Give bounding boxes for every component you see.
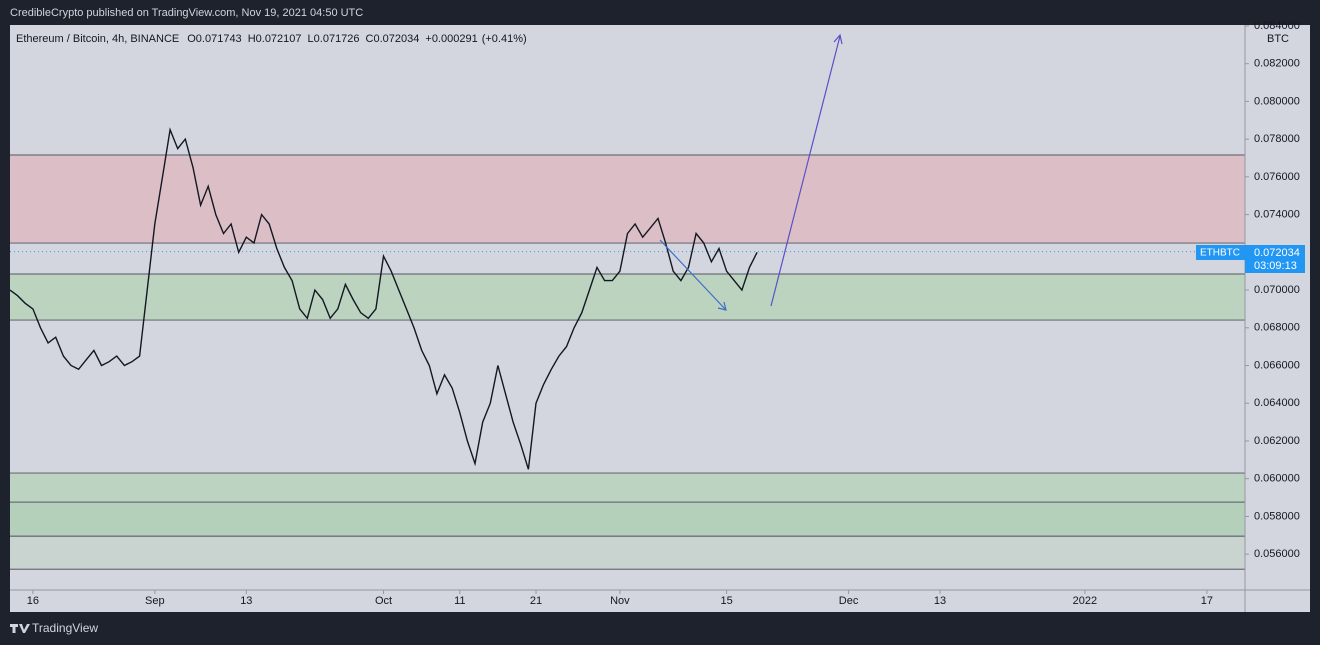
legend-change-pct: (+0.41%) bbox=[482, 33, 527, 45]
arrow bbox=[770, 35, 841, 307]
x-tick-label: 15 bbox=[720, 595, 732, 607]
legend-o: O bbox=[187, 33, 196, 45]
legend-high: 0.072107 bbox=[256, 33, 302, 45]
y-tick-label: 0.076000 bbox=[1254, 171, 1300, 183]
zone bbox=[10, 536, 1245, 570]
ticker: ETHBTC bbox=[1200, 248, 1240, 259]
brand: TradingView bbox=[32, 621, 98, 635]
price-tag bbox=[1245, 245, 1305, 273]
zone bbox=[10, 502, 1245, 537]
x-tick-label: 21 bbox=[530, 595, 542, 607]
legend-low: 0.071726 bbox=[314, 33, 360, 45]
y-tick-label: 0.062000 bbox=[1254, 435, 1300, 447]
y-tick-label: 0.068000 bbox=[1254, 322, 1300, 334]
arrow-head bbox=[717, 301, 727, 311]
x-tick-label: Sep bbox=[145, 595, 165, 607]
y-tick-label: 0.060000 bbox=[1254, 473, 1300, 485]
y-tick-label: 0.070000 bbox=[1254, 284, 1300, 296]
y-tick-label: 0.082000 bbox=[1254, 58, 1300, 70]
header: CredibleCrypto published on TradingView.… bbox=[10, 7, 363, 19]
y-tick-label: 0.056000 bbox=[1254, 548, 1300, 560]
arrow-head bbox=[833, 33, 843, 45]
x-tick-label: 13 bbox=[934, 595, 946, 607]
x-tick-label: Nov bbox=[610, 595, 630, 607]
zone bbox=[10, 154, 1245, 244]
y-tick-label: 0.074000 bbox=[1254, 208, 1300, 220]
legend-c: C bbox=[366, 33, 374, 45]
y-tick-label: 0.058000 bbox=[1254, 510, 1300, 522]
x-tick-label: Dec bbox=[839, 595, 859, 607]
x-tick-label: 2022 bbox=[1073, 595, 1097, 607]
legend-symbol: Ethereum / Bitcoin, 4h, BINANCE bbox=[16, 33, 179, 45]
legend-open: 0.071743 bbox=[196, 33, 242, 45]
x-tick-label: 11 bbox=[454, 595, 465, 607]
legend-h: H bbox=[248, 33, 256, 45]
price-line bbox=[9, 127, 758, 470]
logo-icon bbox=[10, 624, 30, 633]
logo: TradingView bbox=[10, 621, 98, 635]
legend-change: +0.000291 bbox=[425, 33, 477, 45]
legend-l: L bbox=[308, 33, 314, 45]
price-tag-label: 0.072034 bbox=[1254, 247, 1300, 259]
y-tick-label: 0.078000 bbox=[1254, 133, 1300, 145]
x-tick-label: 16 bbox=[27, 595, 39, 607]
legend-close: 0.072034 bbox=[374, 33, 420, 45]
zone bbox=[10, 274, 1245, 321]
y-tick-label: 0.066000 bbox=[1254, 359, 1300, 371]
plot bbox=[9, 33, 1245, 570]
arrow bbox=[659, 239, 727, 311]
unit: BTC bbox=[1267, 33, 1289, 45]
x-tick-label: 13 bbox=[240, 595, 252, 607]
ticker-tag bbox=[1196, 245, 1245, 260]
zone bbox=[10, 473, 1245, 503]
x-tick-label: Oct bbox=[375, 595, 392, 607]
x-tick-label: 17 bbox=[1201, 595, 1213, 607]
y-tick-label: 0.080000 bbox=[1254, 95, 1300, 107]
y-tick-label: 0.064000 bbox=[1254, 397, 1300, 409]
y-tick-label: 0.084000 bbox=[1254, 20, 1300, 32]
countdown: 03:09:13 bbox=[1254, 260, 1297, 272]
